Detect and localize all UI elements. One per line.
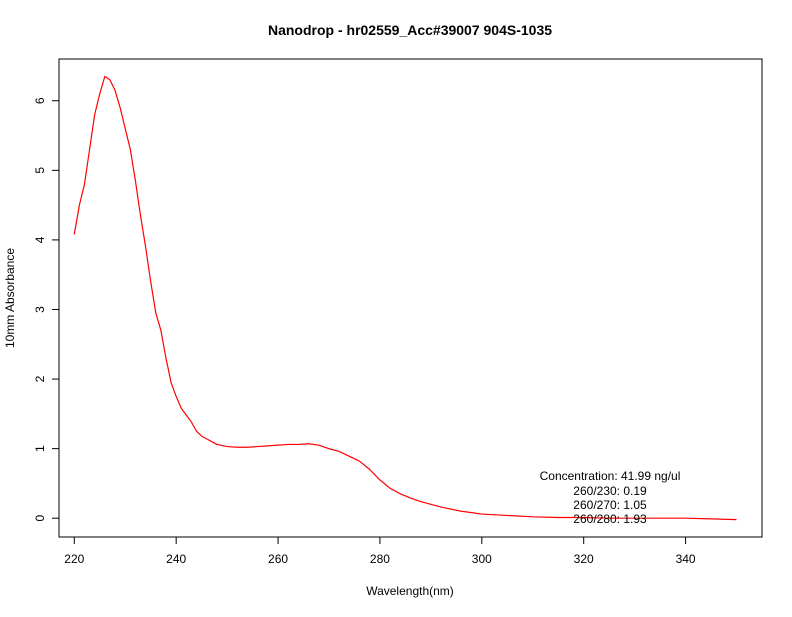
absorbance-series-line: [73, 75, 737, 521]
y-tick-label: 4: [33, 236, 47, 243]
plot-frame: [58, 58, 763, 538]
y-tick-label: 3: [33, 306, 47, 313]
series-group: [73, 75, 737, 521]
chart-title: Nanodrop - hr02559_Acc#39007 904S-1035: [268, 22, 552, 38]
y-axis: 0 1 2 3 4 5 6: [33, 97, 60, 522]
x-tick-label: 300: [472, 552, 492, 566]
concentration-annotation: Concentration: 41.99 ng/ul: [540, 469, 681, 483]
y-tick-label: 2: [33, 375, 47, 382]
x-axis-label: Wavelength(nm): [366, 584, 454, 598]
y-axis-label: 10mm Absorbance: [3, 248, 17, 348]
x-tick-label: 220: [64, 552, 84, 566]
x-tick-label: 240: [166, 552, 186, 566]
x-tick-label: 340: [676, 552, 696, 566]
y-tick-label: 1: [33, 445, 47, 452]
ratio-260-270-annotation: 260/270: 1.05: [573, 498, 647, 512]
x-tick-label: 260: [268, 552, 288, 566]
ratio-260-230-annotation: 260/230: 0.19: [573, 484, 647, 498]
x-axis: 220 240 260 280 300 320 340: [64, 536, 696, 566]
y-tick-label: 6: [33, 97, 47, 104]
x-tick-label: 280: [370, 552, 390, 566]
annotation-group: Concentration: 41.99 ng/ul 260/230: 0.19…: [540, 469, 681, 526]
y-tick-label: 5: [33, 167, 47, 174]
y-tick-label: 0: [33, 515, 47, 522]
ratio-260-280-annotation: 260/280: 1.93: [573, 512, 647, 526]
x-tick-label: 320: [574, 552, 594, 566]
